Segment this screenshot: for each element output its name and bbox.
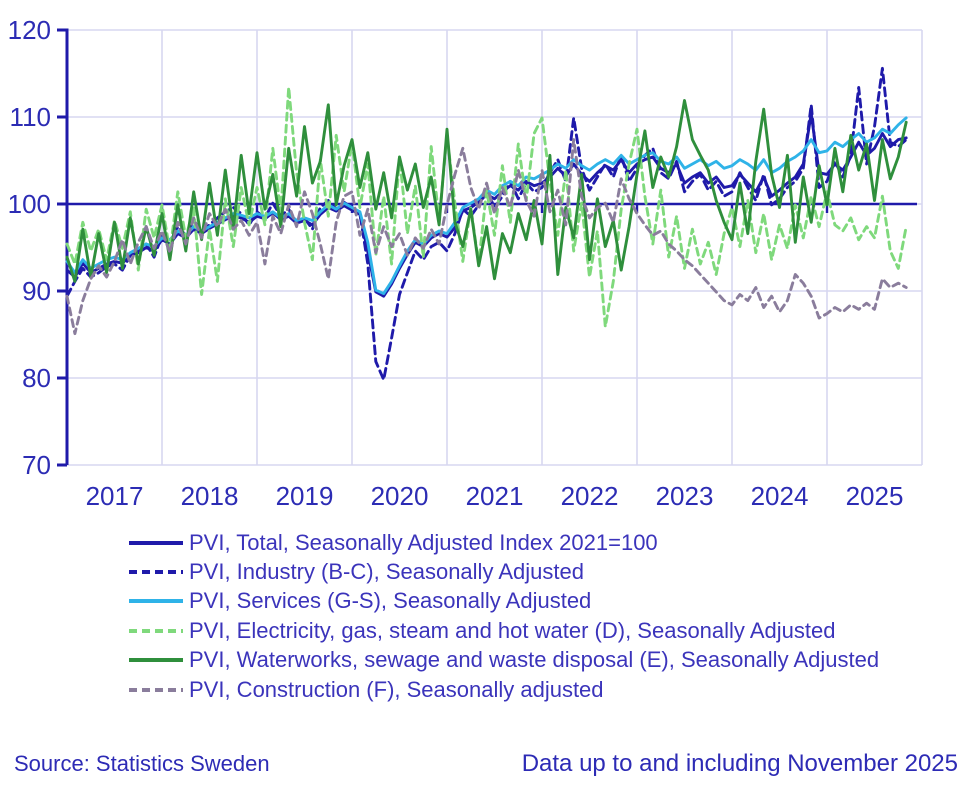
legend-label: PVI, Electricity, gas, steam and hot wat…	[189, 617, 836, 643]
x-axis-tick-label: 2024	[751, 481, 809, 511]
x-axis-tick-label: 2017	[86, 481, 144, 511]
x-axis-tick-label: 2023	[656, 481, 714, 511]
y-axis-tick-label: 70	[22, 450, 51, 480]
series-line-pvi-electricity	[65, 85, 908, 329]
legend-label: PVI, Total, Seasonally Adjusted Index 20…	[189, 529, 658, 555]
legend-line-sample-dashed	[129, 570, 183, 575]
series-line-pvi-construction	[65, 138, 908, 336]
y-axis-tick-label: 120	[8, 15, 51, 45]
series-line-pvi-waterworks	[65, 99, 908, 283]
legend-line-sample-solid	[129, 658, 183, 663]
legend-line-sample-dashed	[129, 628, 183, 633]
legend-item-pvi-electricity: PVI, Electricity, gas, steam and hot wat…	[129, 616, 879, 645]
chart-legend: PVI, Total, Seasonally Adjusted Index 20…	[129, 528, 879, 704]
pvi-line-chart: 70 80 90 100 110 120 2017 2018 2019 2020 2021 2022 2…	[8, 15, 923, 511]
x-axis-tick-label: 2020	[371, 481, 429, 511]
x-axis-tick-label: 2025	[846, 481, 904, 511]
x-axis-tick-label: 2018	[181, 481, 239, 511]
coverage-note: Data up to and including November 2025	[521, 750, 958, 777]
legend-label: PVI, Services (G-S), Seasonally Adjusted	[189, 588, 592, 614]
legend-line-sample-dashed	[129, 687, 183, 692]
legend-item-pvi-industry: PVI, Industry (B-C), Seasonally Adjusted	[129, 557, 879, 586]
chart-footer: Source: Statistics Sweden Data up to and…	[14, 750, 958, 778]
y-axis-tick-label: 90	[22, 276, 51, 306]
legend-item-pvi-construction: PVI, Construction (F), Seasonally adjust…	[129, 675, 879, 704]
x-axis-tick-label: 2022	[561, 481, 619, 511]
legend-line-sample-solid	[129, 540, 183, 545]
chart-plot-area: 70 80 90 100 110 120 2017 2018 2019 2020 2021 2022 2…	[8, 15, 923, 511]
x-axis-tick-label: 2019	[276, 481, 334, 511]
legend-item-pvi-total: PVI, Total, Seasonally Adjusted Index 20…	[129, 528, 879, 557]
x-axis-tick-label: 2021	[466, 481, 524, 511]
y-axis-tick-label: 80	[22, 363, 51, 393]
legend-item-pvi-services: PVI, Services (G-S), Seasonally Adjusted	[129, 587, 879, 616]
legend-label: PVI, Construction (F), Seasonally adjust…	[189, 676, 604, 702]
legend-line-sample-solid	[129, 599, 183, 604]
legend-label: PVI, Waterworks, sewage and waste dispos…	[189, 647, 880, 673]
y-axis-tick-label: 100	[8, 189, 51, 219]
legend-item-pvi-waterworks: PVI, Waterworks, sewage and waste dispos…	[129, 646, 879, 675]
y-axis-tick-label: 110	[10, 102, 51, 132]
source-note: Source: Statistics Sweden	[14, 751, 270, 776]
legend-label: PVI, Industry (B-C), Seasonally Adjusted	[189, 559, 584, 585]
